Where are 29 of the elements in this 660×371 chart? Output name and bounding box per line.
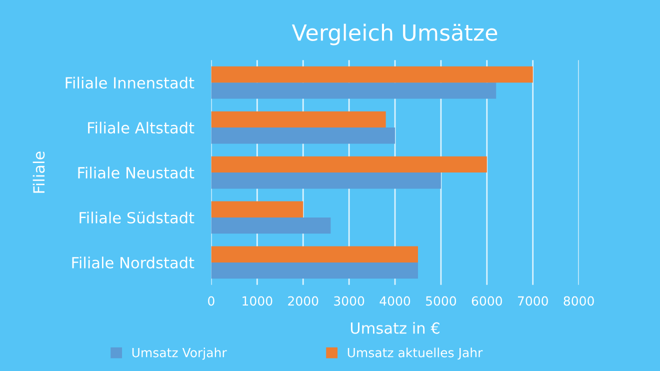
bar bbox=[211, 246, 418, 262]
x-axis-title: Umsatz in € bbox=[350, 322, 440, 334]
y-tick-label: Filiale Südstadt bbox=[80, 212, 194, 224]
x-tick-label: 2000 bbox=[288, 296, 318, 306]
bar bbox=[211, 172, 441, 189]
x-tick-label: 7000 bbox=[518, 296, 548, 306]
x-tick-label: 4000 bbox=[380, 296, 410, 306]
legend-label: Umsatz Vorjahr bbox=[132, 348, 227, 360]
bar bbox=[211, 262, 418, 279]
bar bbox=[211, 111, 386, 128]
bar bbox=[211, 82, 496, 99]
legend-label: Umsatz aktuelles Jahr bbox=[348, 348, 483, 360]
y-tick-label: Filiale Innenstadt bbox=[66, 76, 194, 89]
x-tick-label: 0 bbox=[208, 296, 214, 306]
y-tick-label: Filiale Neustadt bbox=[78, 166, 194, 179]
y-tick-label: Filiale Altstadt bbox=[88, 122, 194, 134]
bar bbox=[211, 128, 396, 144]
x-tick-label: 6000 bbox=[472, 296, 502, 306]
x-tick-label: 8000 bbox=[564, 296, 594, 306]
chart-title: Vergleich Umsätze bbox=[292, 24, 498, 46]
bar bbox=[211, 217, 331, 234]
bar bbox=[211, 201, 304, 218]
y-axis-title: Filiale bbox=[32, 152, 45, 193]
x-tick-label: 3000 bbox=[334, 296, 364, 306]
x-tick-label: 1000 bbox=[242, 296, 272, 306]
bar bbox=[211, 156, 487, 173]
y-tick-label: Filiale Nordstadt bbox=[72, 256, 194, 268]
bar bbox=[211, 66, 533, 83]
x-tick-label: 5000 bbox=[426, 296, 456, 306]
